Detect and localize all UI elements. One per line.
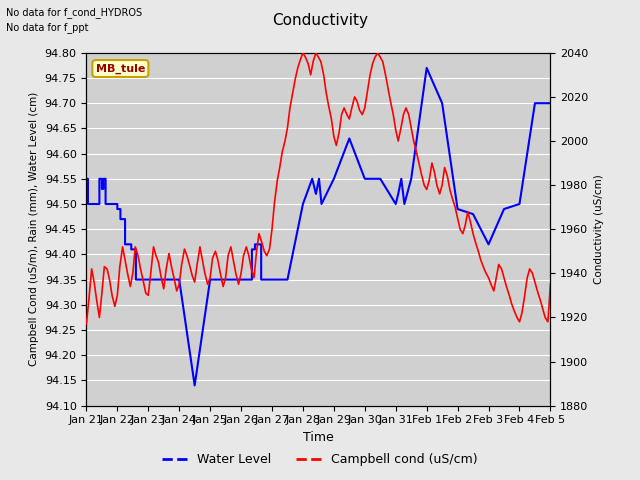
Legend: Water Level, Campbell cond (uS/cm): Water Level, Campbell cond (uS/cm) [157,448,483,471]
Text: MB_tule: MB_tule [96,63,145,73]
Text: No data for f_cond_HYDROS: No data for f_cond_HYDROS [6,7,143,18]
Text: No data for f_ppt: No data for f_ppt [6,22,89,33]
Text: Conductivity: Conductivity [272,13,368,28]
Y-axis label: Campbell Cond (uS/m), Rain (mm), Water Level (cm): Campbell Cond (uS/m), Rain (mm), Water L… [29,92,39,366]
X-axis label: Time: Time [303,431,334,444]
Y-axis label: Conductivity (uS/cm): Conductivity (uS/cm) [594,174,604,284]
